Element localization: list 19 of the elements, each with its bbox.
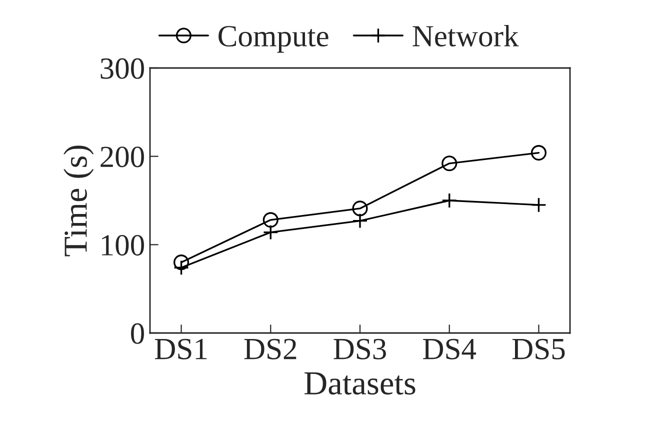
point <box>262 212 278 228</box>
y-axis-title: Time (s) <box>64 146 94 256</box>
y-tick-label: 100 <box>102 234 144 256</box>
x-tick-label: DS1 <box>154 338 207 360</box>
point <box>442 156 458 172</box>
point <box>530 197 547 213</box>
x-tick-label: DS4 <box>423 338 476 360</box>
x-axis-title: Datasets <box>304 372 416 395</box>
legend-label: Compute <box>218 26 328 53</box>
y-tick-label: 200 <box>100 146 144 168</box>
x-tick-label: DS3 <box>334 338 386 360</box>
legend-label: Network <box>412 25 519 47</box>
y-tick-label: 300 <box>100 58 144 79</box>
x-tick-label: DS5 <box>512 338 565 360</box>
point <box>352 200 368 216</box>
x-tick-label: DS2 <box>244 338 296 360</box>
point <box>173 254 190 270</box>
point <box>530 145 547 161</box>
y-tick-label: 0 <box>131 323 144 344</box>
